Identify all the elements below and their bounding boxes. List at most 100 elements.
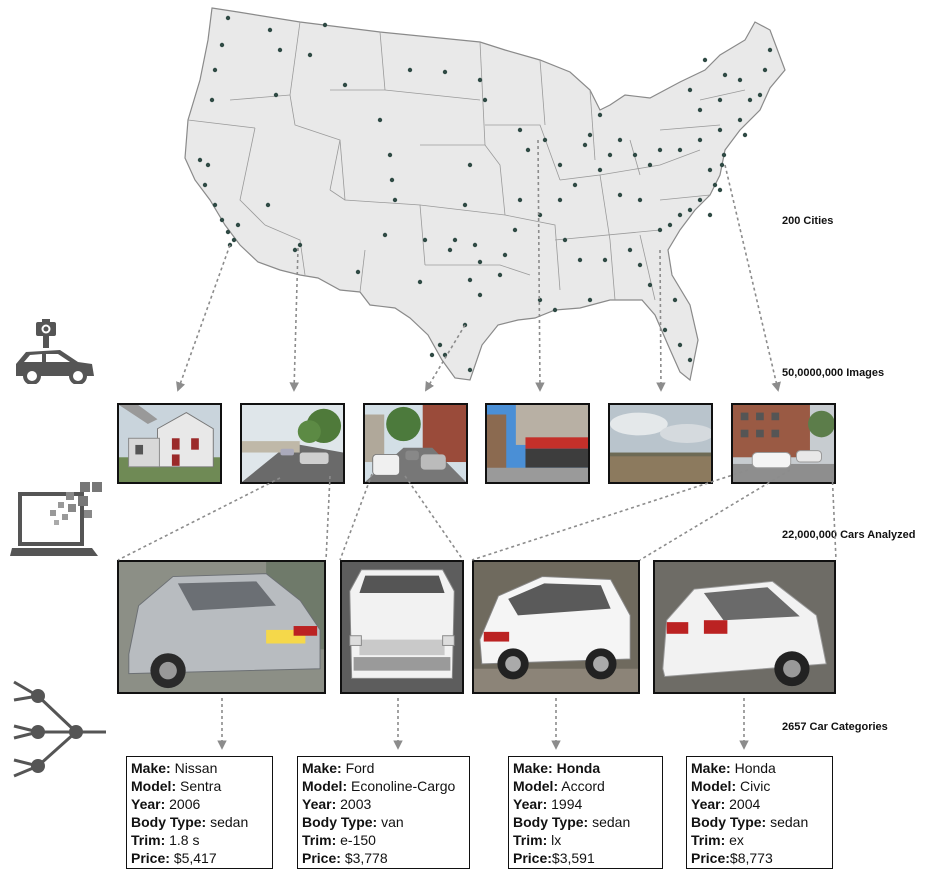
- city-dot: [277, 47, 283, 53]
- us-map-outline: [184, 7, 786, 382]
- stage-label-categories: 2657 Car Categories: [782, 721, 888, 733]
- city-dot: [537, 297, 543, 303]
- city-dot: [389, 177, 395, 183]
- city-dot: [742, 132, 748, 138]
- year-value: 1994: [551, 796, 583, 812]
- city-dot: [712, 182, 718, 188]
- city-dot: [587, 297, 593, 303]
- city-dot: [267, 27, 273, 33]
- trim-label: Trim:: [691, 832, 726, 848]
- city-dot: [205, 162, 211, 168]
- body-type-label: Body Type:: [513, 814, 589, 830]
- car-crop-honda-civic: [653, 560, 836, 694]
- zoom-line: [339, 473, 373, 561]
- city-dot: [387, 152, 393, 158]
- city-dot: [657, 147, 663, 153]
- model-label: Model:: [302, 778, 348, 794]
- city-dot: [717, 187, 723, 193]
- year-value: 2006: [169, 796, 201, 812]
- zoom-line: [325, 475, 331, 561]
- city-dot: [197, 157, 203, 163]
- city-dot: [307, 52, 313, 58]
- body-type-value: sedan: [592, 814, 631, 830]
- city-dot: [767, 47, 773, 53]
- city-dot: [697, 197, 703, 203]
- street-image-4: [485, 403, 590, 484]
- city-dot: [762, 67, 768, 73]
- street-image-1: [117, 403, 222, 484]
- trim-value: lx: [551, 832, 562, 848]
- price-label: Price:: [513, 850, 552, 866]
- model-label: Model:: [691, 778, 737, 794]
- state-borders: [187, 21, 746, 301]
- city-dot: [707, 167, 713, 173]
- city-dot: [721, 152, 727, 158]
- year-label: Year:: [513, 796, 548, 812]
- city-dot: [447, 247, 453, 253]
- city-dot: [525, 147, 531, 153]
- make-value: Honda: [556, 760, 601, 776]
- city-dot: [747, 97, 753, 103]
- city-dot: [557, 197, 563, 203]
- city-dot: [467, 367, 473, 373]
- car-attributes-card: Make: Honda Model: Accord Year: 1994 Bod…: [508, 756, 663, 869]
- city-dot: [377, 117, 383, 123]
- body-type-value: van: [381, 814, 404, 830]
- laptop-icon: [10, 482, 102, 556]
- price-value: $5,417: [173, 850, 217, 866]
- city-dot: [517, 127, 523, 133]
- city-dot: [322, 22, 328, 28]
- city-dot: [662, 327, 668, 333]
- street-image-3: [363, 403, 468, 484]
- city-dot: [472, 242, 478, 248]
- year-value: 2003: [340, 796, 372, 812]
- city-dot: [697, 137, 703, 143]
- city-dot: [437, 342, 443, 348]
- price-label: Price:: [302, 850, 341, 866]
- price-value: $8,773: [729, 850, 773, 866]
- city-dot: [702, 57, 708, 63]
- body-type-label: Body Type:: [131, 814, 207, 830]
- city-dot: [577, 257, 583, 263]
- model-value: Civic: [740, 778, 771, 794]
- city-dot: [225, 15, 231, 21]
- city-dot: [552, 307, 558, 313]
- city-dot: [227, 242, 233, 248]
- city-dot: [697, 107, 703, 113]
- city-dot: [219, 42, 225, 48]
- car-crop-honda-accord: [472, 560, 640, 694]
- year-label: Year:: [691, 796, 726, 812]
- model-value: Accord: [561, 778, 605, 794]
- city-dot: [442, 69, 448, 75]
- us-map: [184, 7, 786, 382]
- city-dot: [637, 262, 643, 268]
- price-label: Price:: [131, 850, 170, 866]
- city-dot: [212, 202, 218, 208]
- car-crop-ford: [340, 560, 464, 694]
- city-dot: [512, 227, 518, 233]
- city-dot: [757, 92, 763, 98]
- city-dot: [632, 152, 638, 158]
- model-label: Model:: [513, 778, 559, 794]
- price-value: $3,591: [551, 850, 595, 866]
- city-dot: [212, 67, 218, 73]
- city-dot: [617, 137, 623, 143]
- stage-label-cars: 22,000,000 Cars Analyzed: [782, 529, 916, 541]
- city-dot: [627, 247, 633, 253]
- city-dot: [462, 322, 468, 328]
- model-value: Econoline-Cargo: [351, 778, 456, 794]
- city-dot: [497, 272, 503, 278]
- body-type-label: Body Type:: [691, 814, 767, 830]
- camera-car-icon: [16, 319, 94, 384]
- city-dot: [587, 132, 593, 138]
- city-dot: [737, 77, 743, 83]
- city-dot: [219, 217, 225, 223]
- city-dot: [517, 197, 523, 203]
- city-dot: [292, 247, 298, 253]
- city-dot: [719, 162, 725, 168]
- price-value: $3,778: [344, 850, 388, 866]
- city-dot: [687, 357, 693, 363]
- city-dot: [597, 167, 603, 173]
- trim-value: ex: [729, 832, 744, 848]
- city-dot: [677, 147, 683, 153]
